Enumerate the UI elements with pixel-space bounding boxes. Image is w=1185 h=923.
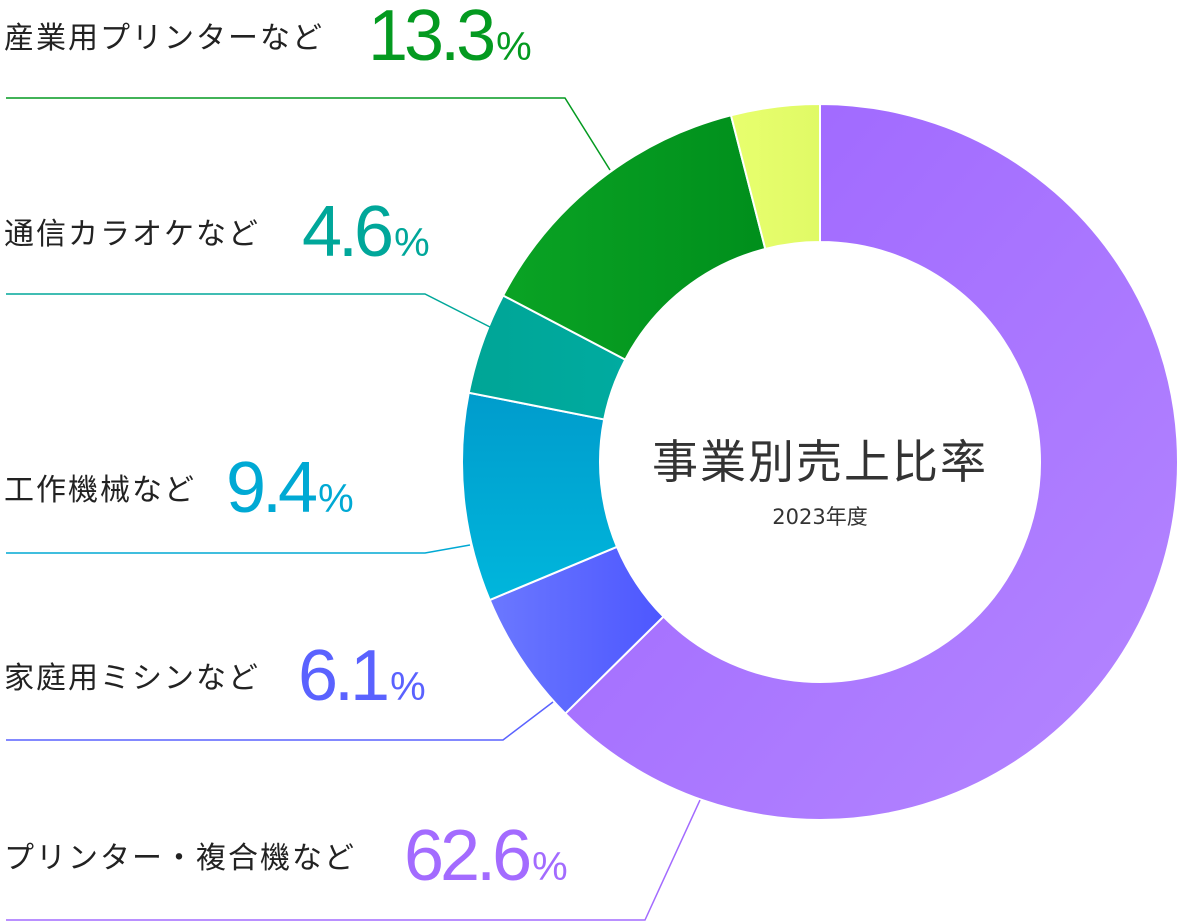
- category-label-printer: プリンター・複合機など: [4, 841, 356, 876]
- value-label-printer: 62.6%: [404, 816, 568, 896]
- donut-segments: [461, 102, 1179, 821]
- leader-line-industrial-printer: [6, 97, 611, 171]
- value-label-machine-tools: 9.4%: [226, 448, 354, 528]
- value-label-karaoke: 4.6%: [302, 192, 430, 272]
- chart-subtitle: 2023年度: [772, 505, 867, 529]
- category-label-sewing: 家庭用ミシンなど: [4, 661, 260, 696]
- category-label-machine-tools: 工作機械など: [4, 473, 196, 508]
- segment-printer: [563, 102, 1179, 821]
- leader-line-printer: [6, 799, 701, 921]
- segment-other: [729, 102, 821, 251]
- leader-line-sewing: [6, 701, 554, 741]
- category-label-karaoke: 通信カラオケなど: [4, 217, 260, 252]
- value-label-sewing: 6.1%: [298, 636, 426, 716]
- leader-line-karaoke: [6, 293, 491, 328]
- chart-title: 事業別売上比率: [652, 435, 988, 489]
- category-label-industrial-printer: 産業用プリンターなど: [4, 21, 324, 56]
- leader-line-machine-tools: [6, 544, 471, 554]
- value-label-industrial-printer: 13.3%: [368, 0, 532, 76]
- leader-lines: [6, 97, 701, 921]
- segment-labels: 産業用プリンターなど 13.3 % 通信カラオケなど 4.6 % 工作機械など 9.4 % 家庭用…: [4, 0, 568, 896]
